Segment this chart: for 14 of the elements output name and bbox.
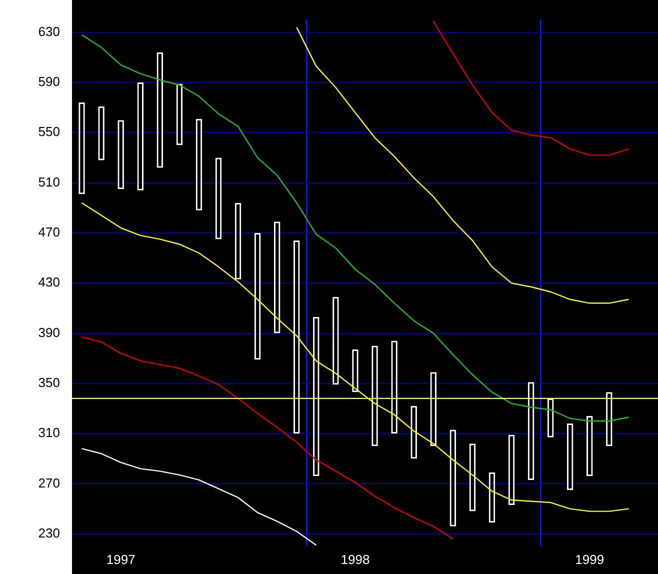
x-tick-label: 1998 [340, 552, 370, 567]
y-tick-label: 550 [38, 124, 60, 140]
y-tick-label: 430 [38, 274, 60, 290]
y-tick-label: 510 [38, 174, 60, 190]
y-tick-label: 590 [38, 74, 60, 90]
y-tick-label: 350 [38, 374, 60, 390]
y-tick-label: 230 [38, 525, 60, 540]
y-tick-label: 270 [38, 475, 60, 490]
y-tick-label: 470 [38, 224, 60, 240]
y-tick-label: 390 [38, 324, 60, 340]
x-tick-label: 1997 [106, 552, 136, 567]
x-tick-label: 1999 [575, 552, 604, 567]
y-tick-label: 630 [38, 24, 60, 39]
y-tick-label: 310 [38, 425, 60, 440]
